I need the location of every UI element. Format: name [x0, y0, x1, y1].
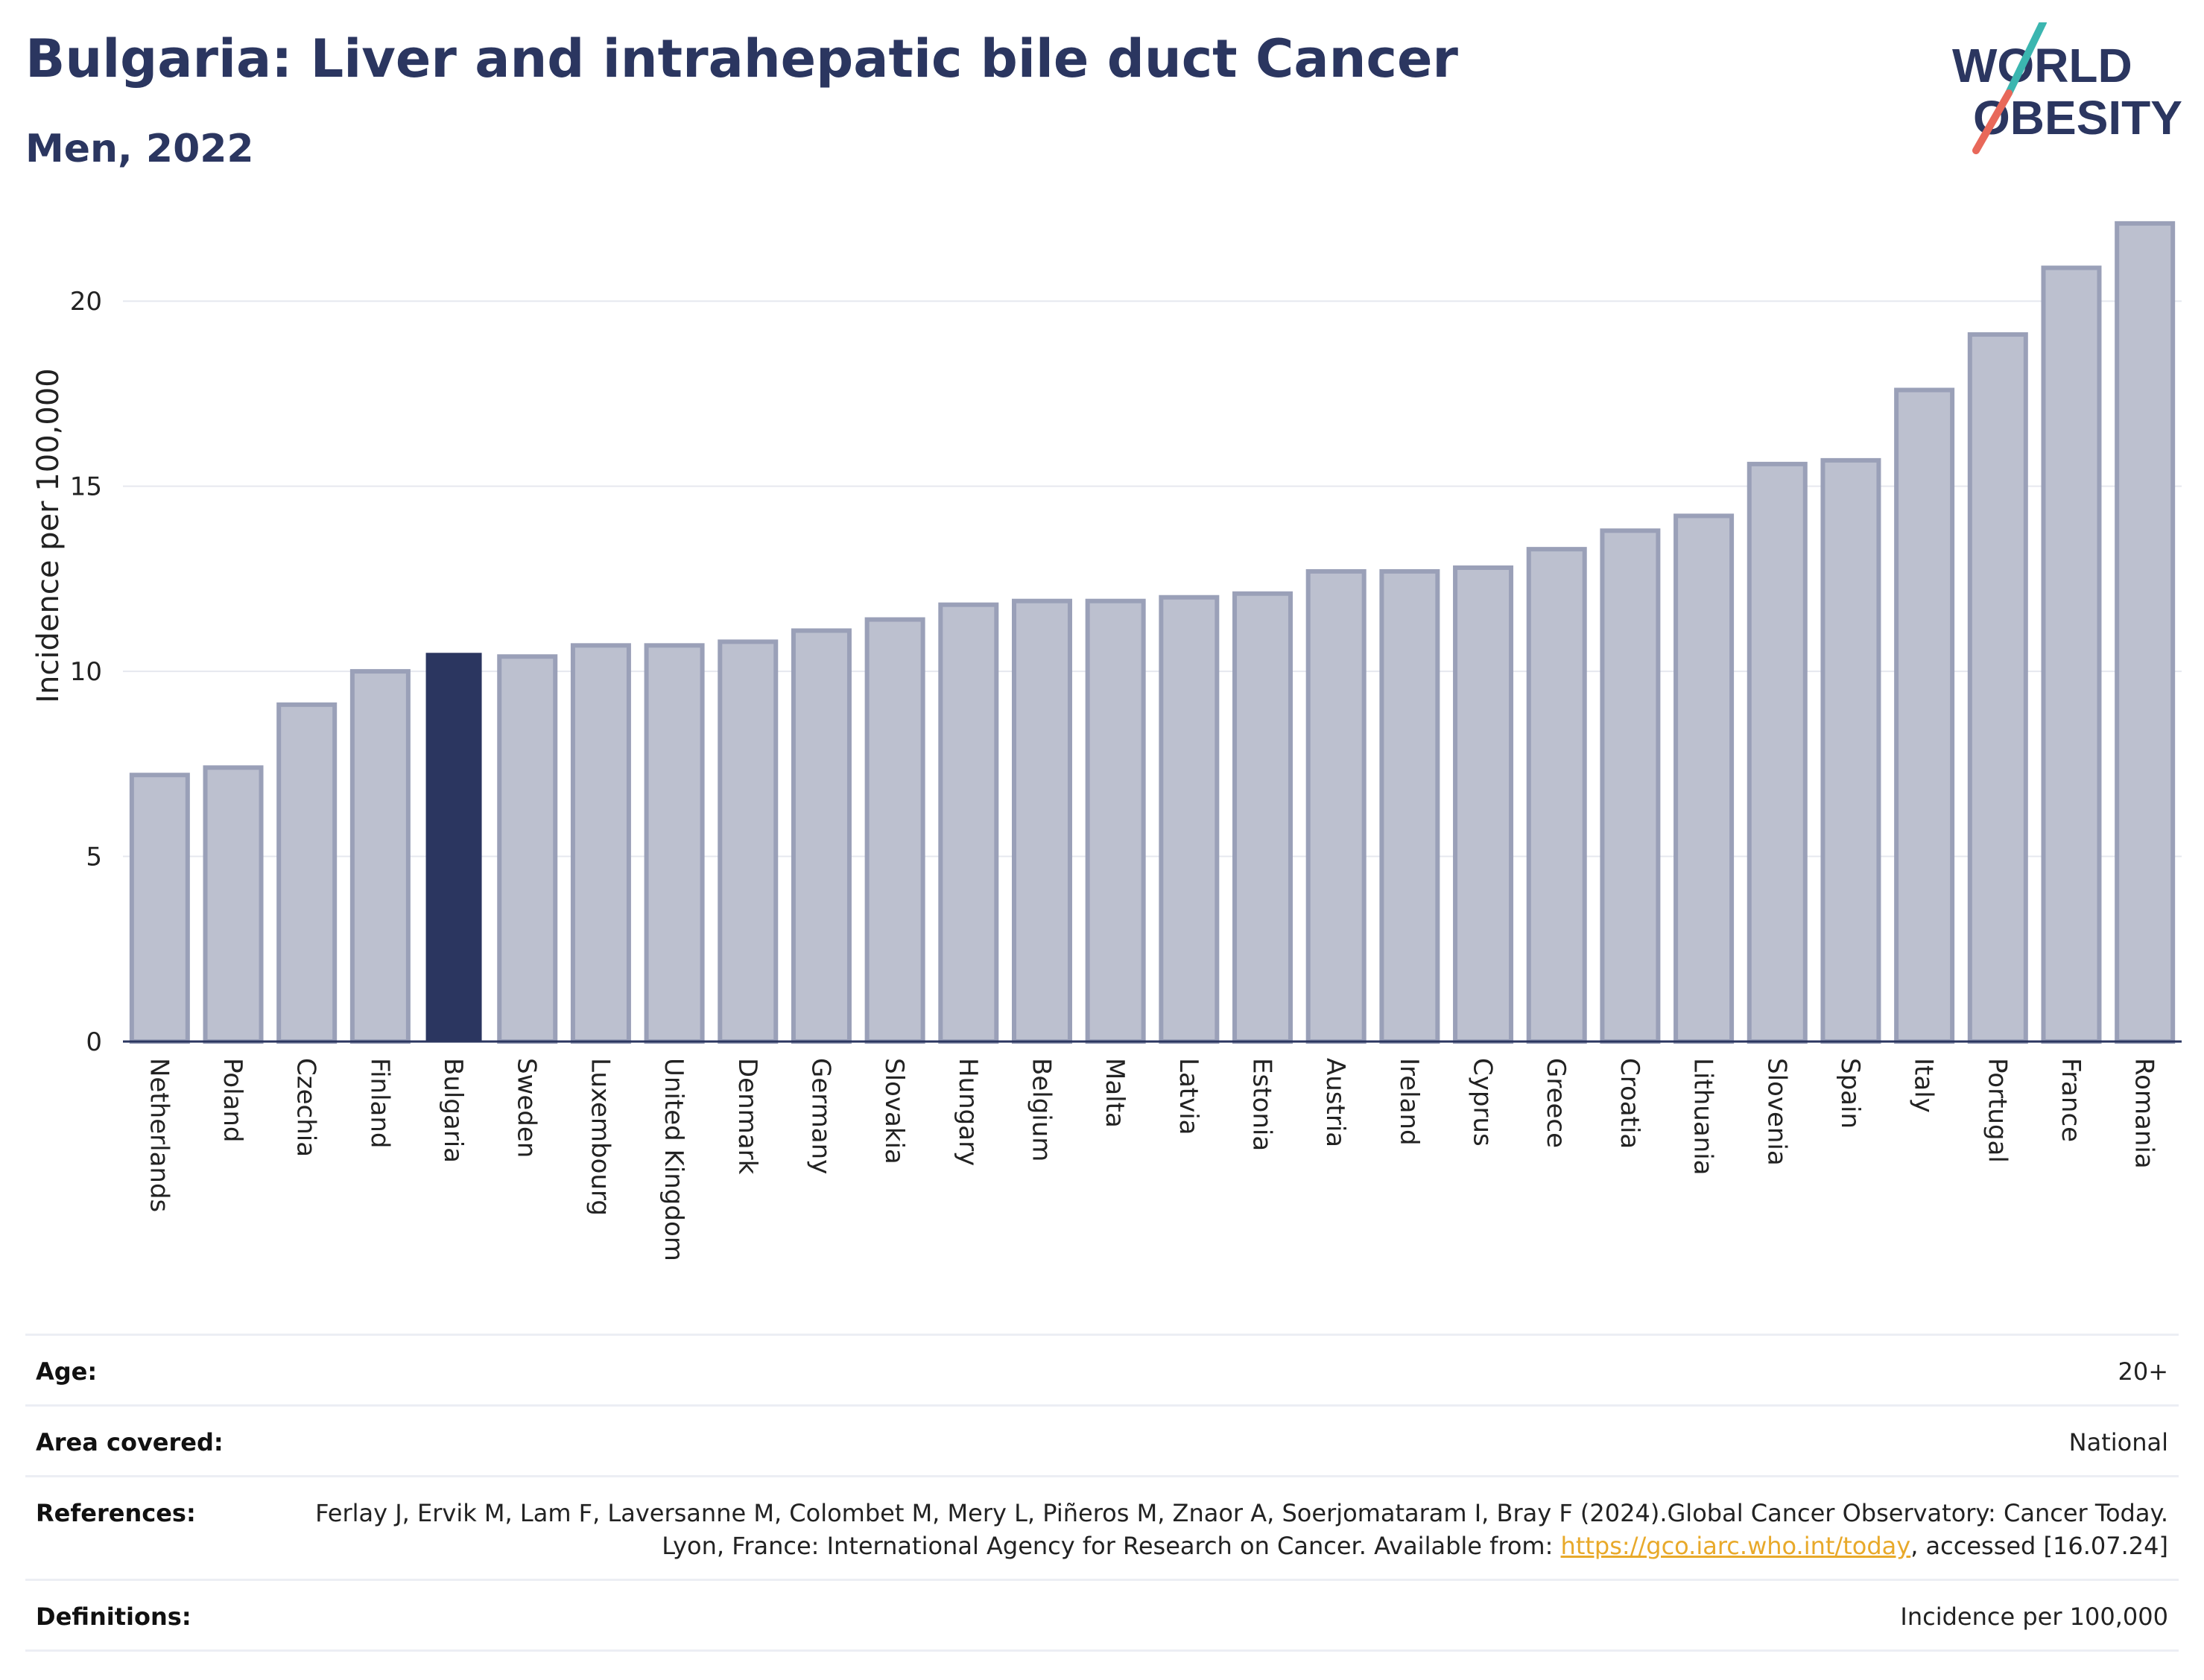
- x-tick-label: Croatia: [1615, 1058, 1644, 1149]
- bar-spain: [1820, 457, 1881, 1044]
- bar-poland: [203, 765, 264, 1045]
- bar-greece: [1526, 547, 1587, 1044]
- area-label: Area covered:: [36, 1428, 224, 1456]
- bar-croatia: [1600, 528, 1661, 1044]
- x-tick-label: Poland: [218, 1058, 247, 1143]
- x-tick-label: Slovenia: [1761, 1058, 1791, 1166]
- bar-belgium: [1011, 598, 1072, 1044]
- x-tick-label: Finland: [364, 1058, 394, 1149]
- x-tick-label: Estonia: [1247, 1058, 1277, 1151]
- x-tick-label: Romania: [2129, 1058, 2159, 1169]
- world-obesity-logo: WORLD OBESITY: [1952, 22, 2182, 154]
- x-tick-label: Austria: [1320, 1058, 1350, 1147]
- definitions-label: Definitions:: [36, 1603, 191, 1631]
- x-tick-label: Netherlands: [144, 1058, 174, 1212]
- y-tick-label: 10: [70, 657, 102, 687]
- age-label: Age:: [36, 1357, 98, 1386]
- x-tick-label: Slovakia: [879, 1058, 909, 1164]
- meta-row-references: References: Ferlay J, Ervik M, Lam F, La…: [25, 1475, 2179, 1579]
- x-tick-label: Czechia: [291, 1058, 321, 1157]
- x-tick-label: Italy: [1909, 1058, 1939, 1113]
- x-tick-label: Hungary: [953, 1058, 983, 1166]
- x-tick-label: Belgium: [1026, 1058, 1056, 1161]
- references-suffix: , accessed [16.07.24]: [1910, 1532, 2168, 1560]
- bar-finland: [349, 669, 411, 1044]
- x-tick-label: Lithuania: [1688, 1058, 1718, 1175]
- x-tick-label: Luxembourg: [585, 1058, 615, 1216]
- bar-chart: 0 5 10 15 20 Netherlands Poland Czechia Finland B…: [31, 221, 2182, 1261]
- meta-row-definitions: Definitions: Incidence per 100,000: [25, 1579, 2179, 1652]
- bar-hungary: [938, 602, 999, 1044]
- meta-row-area: Area covered: National: [25, 1404, 2179, 1475]
- x-tick-label: Portugal: [1982, 1058, 2012, 1163]
- bar-denmark: [718, 639, 779, 1044]
- logo-line1: WORLD: [1952, 39, 2132, 92]
- bar-portugal: [1967, 332, 2028, 1045]
- x-tick-label: United Kingdom: [659, 1058, 688, 1261]
- y-tick-label: 5: [86, 843, 102, 872]
- x-tick-label: Spain: [1835, 1058, 1865, 1129]
- bar-france: [2041, 265, 2102, 1045]
- bar-malta: [1085, 598, 1146, 1044]
- x-tick-label: Greece: [1541, 1058, 1571, 1148]
- x-tick-label: Germany: [805, 1058, 835, 1174]
- x-tick-label: Sweden: [512, 1058, 542, 1158]
- bar-ireland: [1379, 568, 1440, 1044]
- bar-cyprus: [1453, 565, 1514, 1044]
- x-tick-label: Cyprus: [1468, 1058, 1498, 1147]
- bar-romania: [2115, 221, 2176, 1044]
- references-text: Ferlay J, Ervik M, Lam F, Laversanne M, …: [315, 1499, 2168, 1560]
- references-link[interactable]: https://gco.iarc.who.int/today: [1560, 1532, 1911, 1560]
- x-tick-label: Latvia: [1174, 1058, 1203, 1135]
- bar-latvia: [1159, 595, 1220, 1044]
- references-label: References:: [36, 1499, 196, 1527]
- definitions-value: Incidence per 100,000: [1900, 1603, 2168, 1631]
- chart-title: Bulgaria: Liver and intrahepatic bile du…: [25, 28, 1458, 89]
- bar-slovakia: [864, 617, 925, 1044]
- bar-sweden: [497, 654, 558, 1044]
- y-axis-label: Incidence per 100,000: [31, 368, 66, 703]
- references-value: Ferlay J, Ervik M, Lam F, Laversanne M, …: [305, 1497, 2168, 1562]
- bar-united-kingdom: [644, 643, 705, 1044]
- bar-bulgaria: [425, 653, 482, 1042]
- bar-lithuania: [1673, 513, 1735, 1044]
- chart-subtitle: Men, 2022: [25, 127, 254, 171]
- x-tick-label: Malta: [1100, 1058, 1130, 1128]
- bar-estonia: [1232, 591, 1293, 1044]
- bar-czechia: [276, 702, 338, 1044]
- bar-austria: [1305, 568, 1367, 1044]
- bar-slovenia: [1747, 461, 1808, 1044]
- y-tick-label: 15: [70, 472, 102, 502]
- area-value: National: [2068, 1428, 2168, 1456]
- x-tick-label: France: [2056, 1058, 2086, 1142]
- y-tick-label: 0: [86, 1027, 102, 1057]
- age-value: 20+: [2118, 1357, 2168, 1386]
- x-tick-label: Ireland: [1394, 1058, 1424, 1146]
- bar-luxembourg: [570, 643, 631, 1044]
- x-tick-label: Denmark: [732, 1058, 762, 1175]
- bar-netherlands: [129, 773, 190, 1044]
- bar-germany: [791, 628, 852, 1044]
- meta-row-age: Age: 20+: [25, 1334, 2179, 1404]
- metadata-table: Age: 20+ Area covered: National Referenc…: [25, 1334, 2179, 1652]
- bar-italy: [1894, 387, 1955, 1044]
- y-tick-label: 20: [70, 287, 102, 317]
- x-tick-label: Bulgaria: [438, 1058, 468, 1163]
